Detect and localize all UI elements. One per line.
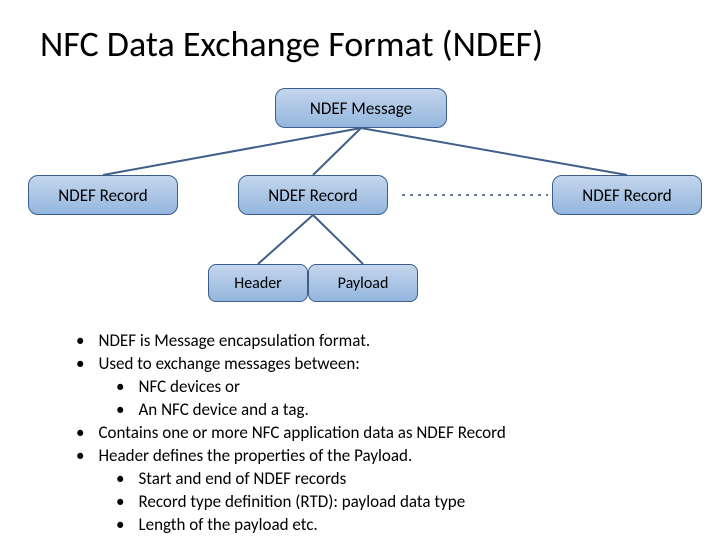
node-label: NDEF Record xyxy=(268,185,357,206)
part-header: Header xyxy=(208,264,308,302)
bullet-item: Start and end of NDEF records xyxy=(76,468,506,491)
node-label: NDEF Message xyxy=(310,98,412,119)
bullet-item: Contains one or more NFC application dat… xyxy=(76,422,506,445)
node-ndef-message: NDEF Message xyxy=(275,88,447,128)
part-label: Header xyxy=(234,274,282,293)
bullet-item: NDEF is Message encapsulation format. xyxy=(76,330,506,353)
node-ndef-record-2: NDEF Record xyxy=(238,175,388,215)
bullet-item: Record type definition (RTD): payload da… xyxy=(76,491,506,514)
node-label: NDEF Record xyxy=(582,185,671,206)
node-ndef-record-3: NDEF Record xyxy=(552,175,702,215)
node-ndef-record-1: NDEF Record xyxy=(28,175,178,215)
part-label: Payload xyxy=(338,274,389,293)
bullet-item: Length of the payload etc. xyxy=(76,514,506,537)
bullet-item: Used to exchange messages between: xyxy=(76,353,506,376)
bullet-item: An NFC device and a tag. xyxy=(76,399,506,422)
bullet-list: NDEF is Message encapsulation format.Use… xyxy=(76,330,506,536)
bullet-item: NFC devices or xyxy=(76,376,506,399)
part-payload: Payload xyxy=(308,264,418,302)
page-title: NFC Data Exchange Format (NDEF) xyxy=(40,22,543,66)
record-parts: Header Payload xyxy=(208,264,418,302)
bullet-item: Header defines the properties of the Pay… xyxy=(76,445,506,468)
node-label: NDEF Record xyxy=(58,185,147,206)
